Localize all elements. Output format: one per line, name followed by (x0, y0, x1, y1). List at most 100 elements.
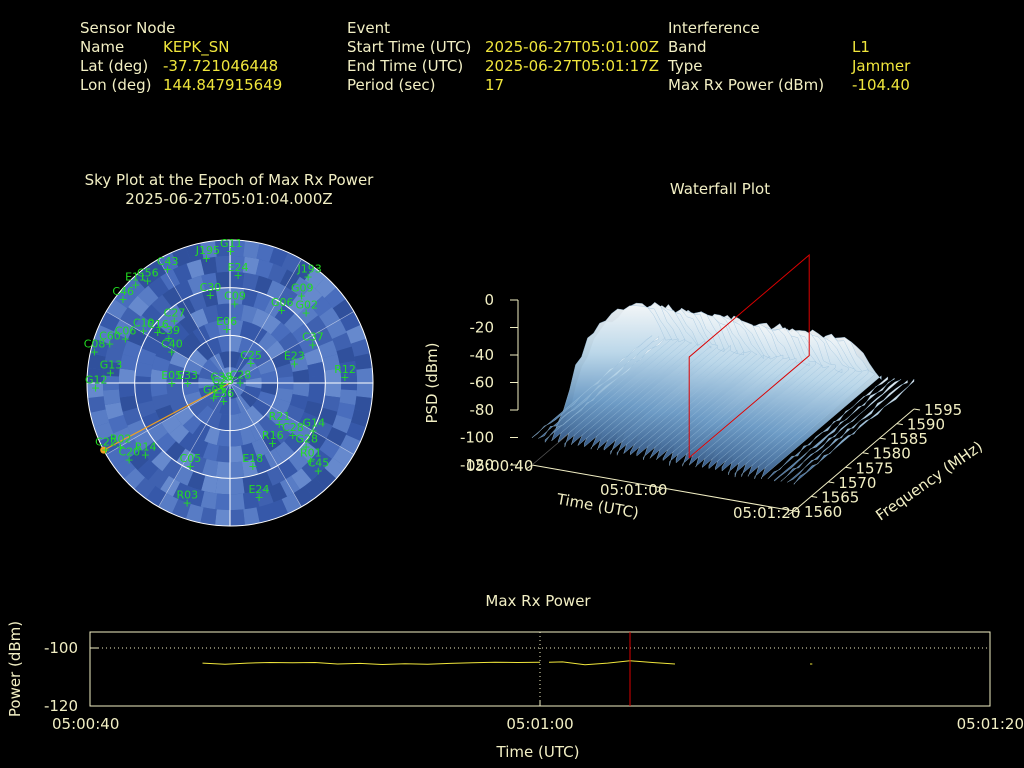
sky-tile (216, 445, 230, 463)
sky-tile (310, 295, 332, 317)
sky-tile (141, 304, 163, 325)
wf-freq-tick (913, 408, 921, 411)
wf-z-axis-label: PSD (dBm) (423, 342, 441, 423)
sky-tile (215, 493, 230, 511)
satellite-label: J195 (195, 244, 220, 257)
wf-time-tick-label: 05:01:00 (600, 481, 667, 499)
sky-tile (257, 359, 277, 375)
sky-tile (230, 287, 245, 305)
satellite-marker: + (121, 332, 130, 345)
satellite-label: C45 (308, 457, 330, 470)
sky-tile (166, 387, 185, 403)
sky-tile (292, 323, 313, 344)
sky-tile (148, 276, 169, 298)
satellite-marker: + (124, 453, 133, 466)
power-x-tick-label: 05:01:20 (957, 715, 1024, 733)
satellite-label: C38 (211, 370, 233, 383)
satellite-marker: + (304, 270, 313, 283)
sky-tile (324, 368, 342, 383)
sky-tile (242, 491, 260, 510)
sky-tile (151, 294, 172, 316)
satellite-label: G02 (296, 299, 319, 312)
sky-tile (182, 383, 200, 396)
sensor-name-value: KEPK_SN (163, 38, 230, 56)
sky-tile (134, 361, 153, 378)
sky-tile (215, 271, 230, 289)
wf-time-tick (787, 510, 795, 516)
sky-tile (148, 468, 169, 490)
sky-tile (217, 413, 230, 431)
wf-freq-tick (896, 423, 903, 426)
sky-tile (118, 383, 136, 398)
sky-tile (169, 322, 190, 343)
satellite-label: C40 (161, 338, 183, 351)
event-start-value: 2025-06-27T05:01:00Z (485, 38, 659, 56)
satellite-marker: + (218, 382, 227, 395)
sky-tile (134, 388, 153, 405)
satellite-marker: + (340, 371, 349, 384)
satellite-marker: + (186, 460, 195, 473)
wf-freq-tick-label: 1570 (838, 474, 876, 492)
sky-tile (240, 390, 258, 408)
sky-tile (104, 346, 124, 364)
satellite-label: C37 (302, 331, 324, 344)
satellite-marker: + (314, 465, 323, 478)
sky-tile (182, 331, 202, 352)
sky-tile (265, 340, 286, 360)
wf-freq-axis (793, 408, 915, 512)
sky-tile (245, 405, 264, 425)
satellite-marker: + (141, 448, 150, 461)
sky-tile (147, 422, 168, 443)
satellite-marker: + (268, 437, 277, 450)
wf-freq-tick (828, 481, 835, 484)
sky-tile (257, 391, 277, 407)
sky-tile (297, 441, 319, 462)
interference-band-label: Band (668, 38, 707, 56)
sky-tile (230, 271, 245, 289)
event-period-label: Period (sec) (347, 76, 436, 94)
sensor-lon-label: Lon (deg) (80, 76, 152, 94)
satellite-marker: + (236, 377, 245, 390)
sky-tile (141, 412, 162, 431)
sky-tile (339, 389, 357, 406)
sky-tile (270, 423, 291, 444)
sky-tile (238, 410, 254, 430)
sky-tile (200, 491, 218, 510)
wf-slice (787, 379, 908, 483)
sky-tile (240, 358, 258, 376)
event-start-label: Start Time (UTC) (347, 38, 472, 56)
satellite-marker: + (234, 269, 243, 282)
sky-tile (169, 351, 189, 369)
satellite-label: C46 (112, 285, 134, 298)
wf-freq-tick-label: 1590 (907, 416, 945, 434)
wf-freq-tick-label: 1575 (855, 459, 893, 477)
satellite-label: E05 (161, 369, 182, 382)
sky-tile (256, 243, 275, 263)
sky-tile (239, 426, 256, 446)
sky-tile (202, 304, 219, 324)
satellite-marker: + (131, 279, 140, 292)
sky-tile (188, 454, 207, 475)
sky-tile (271, 351, 291, 369)
sky-tile (340, 311, 361, 332)
satellite-label: C16 (147, 318, 169, 331)
sky-tile (230, 240, 245, 257)
satellite-marker: + (116, 441, 125, 454)
sky-tile (254, 471, 273, 491)
sky-tile (230, 369, 244, 383)
power-x-tick-label: 05:00:40 (52, 715, 119, 733)
wf-slice (538, 336, 659, 440)
interference-heading: Interference (668, 19, 760, 37)
sky-tile (186, 487, 205, 507)
satellite-marker: + (206, 289, 215, 302)
sky-tile (108, 332, 128, 352)
sky-plot: +G11+J193+C43 +J195+C56+E11+C46+E24+C30+G… (84, 237, 374, 527)
wf-slice (551, 305, 672, 442)
sky-tile (230, 303, 244, 321)
waterfall-plot: 0 -20 -40 -60 -80 -100 -120 PSD (dBm) 05:00:40 05… (423, 253, 986, 524)
sky-tile (182, 370, 200, 383)
sky-tile (326, 319, 347, 339)
sky-tile (336, 346, 356, 364)
sky-tile (253, 454, 272, 475)
sky-tile (292, 422, 313, 443)
